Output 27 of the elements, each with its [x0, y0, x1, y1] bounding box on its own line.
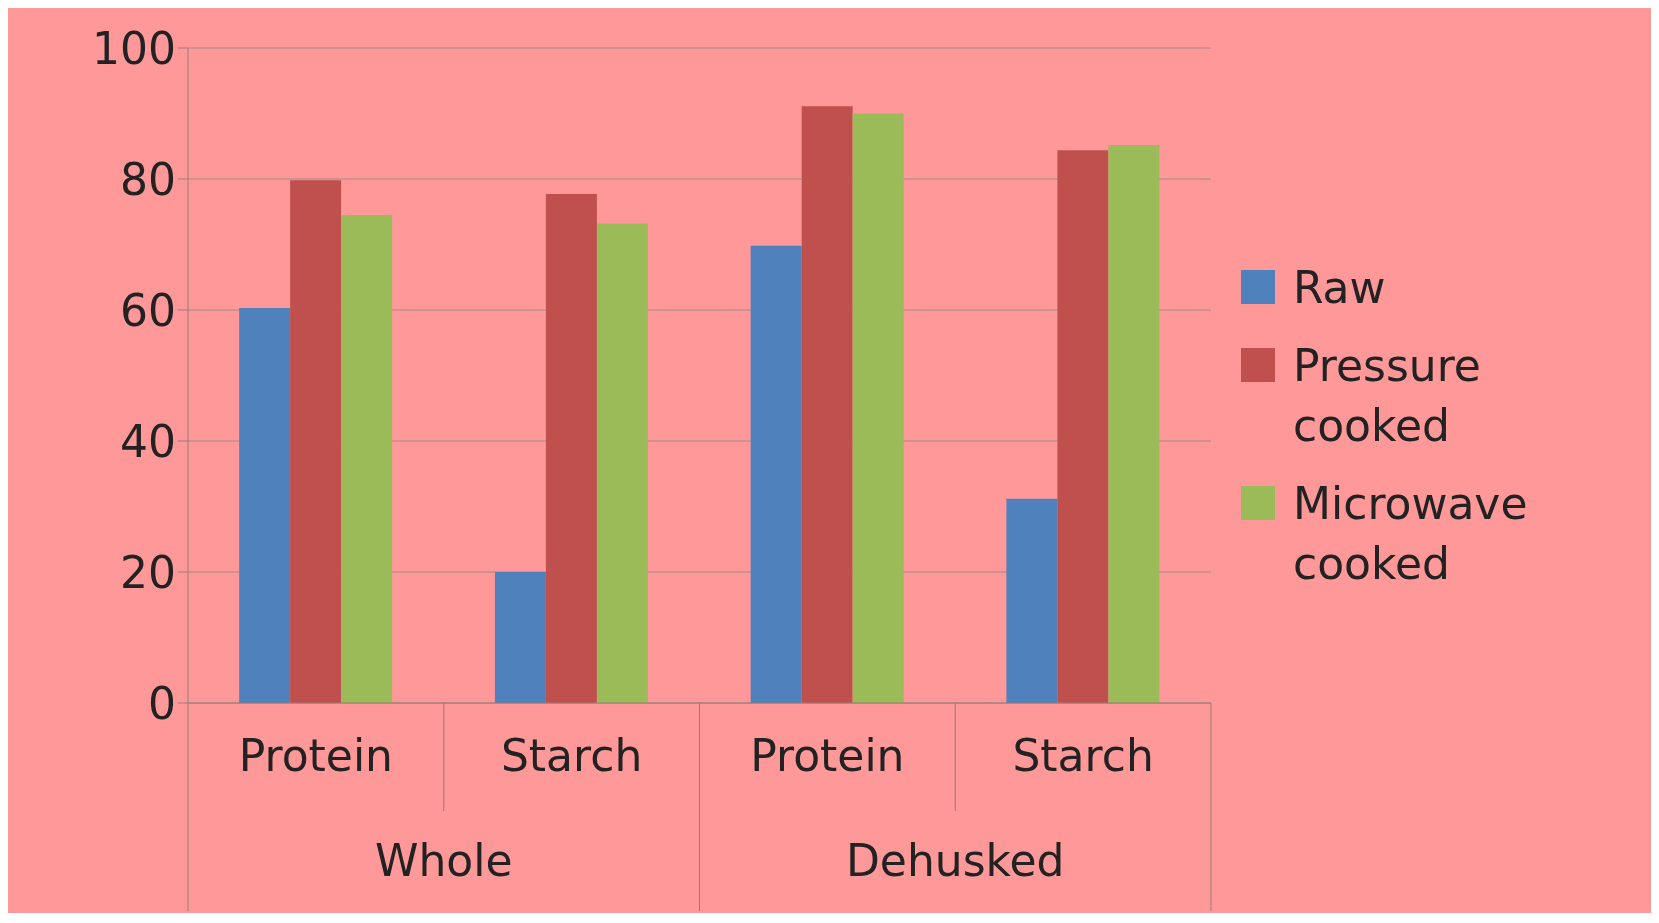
x-tick-label: Starch [1012, 730, 1154, 781]
bar [596, 223, 648, 703]
x-tick-label: Starch [500, 730, 643, 781]
text: Dehusked [845, 835, 1065, 886]
bar [545, 194, 597, 703]
y-tick-label: 100 [92, 22, 176, 74]
legend-label: Microwave cooked [1293, 477, 1529, 591]
bar [341, 215, 393, 703]
bar [801, 106, 853, 703]
x-tick-label: Protein [238, 730, 393, 781]
y-tick-label: 60 [120, 284, 176, 336]
y-tick-label: 40 [120, 415, 176, 467]
bar [1006, 498, 1058, 703]
text: Whole [374, 835, 513, 886]
bar [750, 245, 802, 703]
y-tick-label: 20 [120, 546, 176, 598]
legend-label: Raw [1293, 261, 1386, 315]
bar [290, 180, 342, 703]
y-tick-label: 0 [148, 677, 176, 729]
bar [852, 113, 904, 703]
bar [494, 572, 546, 703]
bar [1057, 150, 1109, 703]
bar [1108, 144, 1160, 703]
legend-label: Pressure cooked [1293, 339, 1482, 453]
y-tick-label: 80 [120, 153, 176, 205]
x-tick-label: Protein [750, 730, 905, 781]
bar [239, 308, 291, 703]
